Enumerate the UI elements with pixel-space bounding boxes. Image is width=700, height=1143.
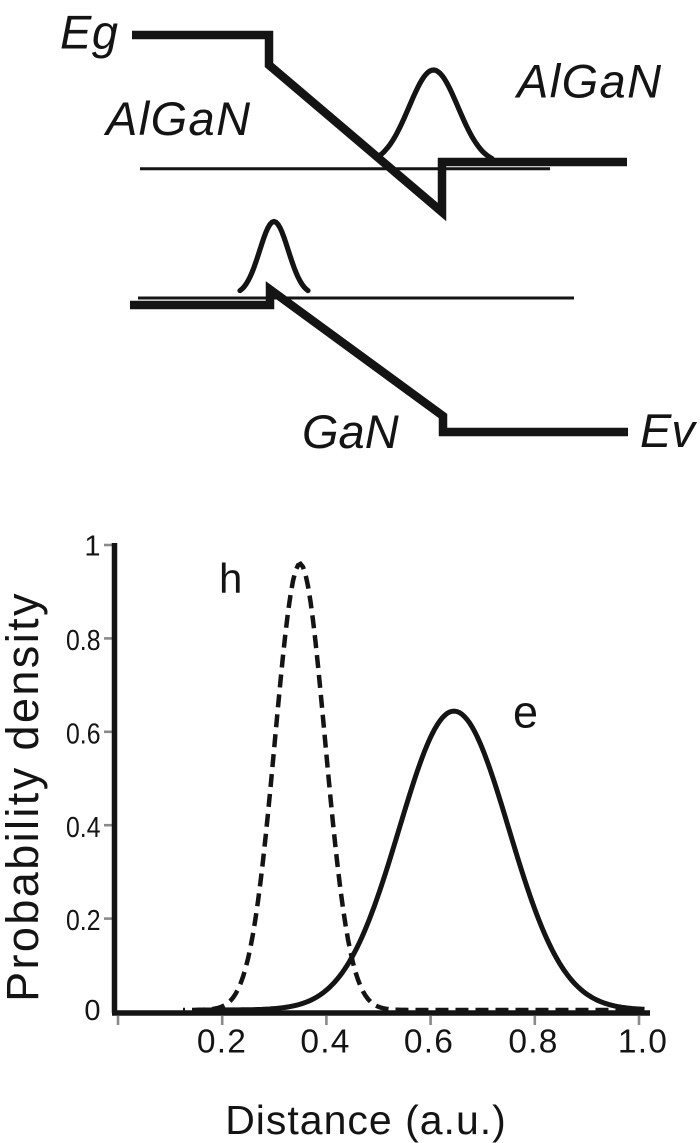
svg-text:h: h [219, 555, 242, 602]
svg-text:0.6: 0.6 [404, 1024, 454, 1061]
svg-text:GaN: GaN [302, 405, 399, 458]
svg-text:0.4: 0.4 [66, 812, 101, 844]
svg-text:0.2: 0.2 [197, 1024, 247, 1061]
svg-text:Distance (a.u.): Distance (a.u.) [225, 1097, 507, 1143]
svg-text:AlGaN: AlGaN [103, 92, 251, 145]
svg-text:0.2: 0.2 [66, 905, 101, 937]
svg-text:0.4: 0.4 [300, 1024, 350, 1061]
svg-text:Probability density: Probability density [0, 591, 48, 1002]
svg-text:0.8: 0.8 [66, 625, 101, 657]
svg-text:Eg: Eg [60, 6, 119, 59]
svg-text:1.0: 1.0 [618, 1024, 668, 1061]
svg-text:AlGaN: AlGaN [514, 55, 662, 108]
svg-text:0.8: 0.8 [508, 1024, 558, 1061]
svg-text:0.6: 0.6 [66, 718, 101, 750]
svg-text:0: 0 [84, 995, 100, 1027]
svg-text:1: 1 [84, 531, 100, 563]
svg-text:Ev: Ev [640, 404, 697, 457]
svg-text:e: e [513, 687, 538, 738]
